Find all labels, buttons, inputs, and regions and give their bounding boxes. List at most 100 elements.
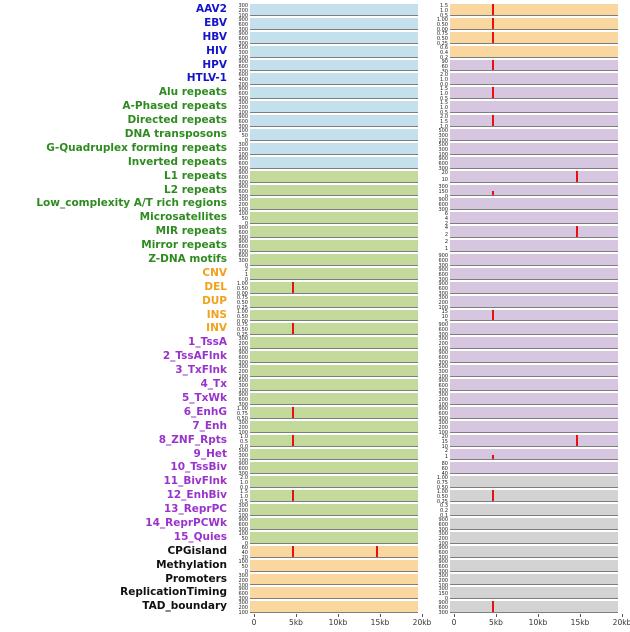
y-tick-label: 600 [438,410,448,417]
x-tick-mark [580,614,581,618]
red-marker [576,170,578,182]
y-tick-label: 600 [438,383,448,390]
right-density-panel [450,517,618,530]
y-tick-label: 100 [438,346,448,351]
y-tick-label: 20 [441,169,448,176]
right-y-axis-ticks: 1.00 0.50 0.00 [432,17,450,30]
y-tick-label: 100 [238,110,248,115]
y-tick-label: 100 [438,429,448,434]
y-tick-label: 300 [438,336,448,343]
x-tick-mark [496,614,497,618]
y-tick-label: 300 [438,610,448,615]
y-tick-label: 0.2 [440,508,448,515]
red-marker [492,601,494,613]
y-tick-label: 0.4 [440,49,448,56]
y-tick-label: 100 [238,151,248,156]
y-tick-label: 150 [438,591,448,598]
right-panel-group: 300 200 100 [432,420,618,434]
track-label: Mirror repeats [141,239,227,252]
y-tick-label: 600 [238,244,248,251]
y-tick-label: 600 [438,202,448,209]
y-tick-label: 900 [238,391,248,398]
right-panel-group: 1.5 1.0 0.5 [432,86,618,100]
track-row: 10_TssBiv 900 600 300 80 60 40 [4,461,630,475]
left-density-panel [250,170,418,183]
y-tick-label: 200 [238,341,248,348]
right-panel-group: 1.00 0.50 0.00 [432,17,618,31]
right-panel-group: 900 600 300 [432,267,618,281]
track-label: 10_TssBiv [170,461,227,474]
left-panel-group: 300 200 100 [232,420,418,434]
red-marker [292,434,294,446]
left-y-axis-ticks: 100 50 0 [232,531,250,544]
track-row: 3_TxFlnk 300 200 100 500 300 100 [4,364,630,378]
y-tick-label: 900 [438,280,448,287]
right-panel-group: 900 600 300 [432,559,618,573]
y-tick-label: 0 [244,276,248,281]
right-y-axis-ticks: 900 600 300 [432,322,450,336]
right-density-panel [450,129,618,141]
y-tick-label: 100 [238,610,248,615]
red-marker [492,309,494,321]
track-label: 9_Het [193,447,227,460]
right-y-axis-ticks: 900 600 300 [432,600,450,614]
right-y-axis-ticks: 1.5 1.0 0.5 [432,100,450,114]
track-row: Low_complexity A/T rich regions 300 200 10… [4,197,630,211]
left-y-axis-ticks: 300 200 100 [232,503,250,517]
y-tick-label: 500 [438,364,448,371]
y-tick-label: 10 [441,443,448,448]
left-panel-group: 600 400 200 [232,72,418,86]
track-label: L1 repeats [164,169,227,182]
left-y-axis-ticks: 900 600 300 [232,170,250,183]
right-y-axis-ticks: 20 10 [432,170,450,184]
track-row: Alu repeats 900 600 300 1.5 1.0 0.5 [4,86,630,100]
track-label: 6_EnhG [183,405,227,418]
y-tick-label: 300 [438,263,448,267]
y-tick-label: 200 [438,577,448,584]
red-marker [292,545,294,557]
right-y-axis-ticks: 500 300 100 [432,364,450,378]
track-label: CNV [202,266,227,279]
left-y-axis-ticks: 100 50 0 [232,128,250,142]
y-tick-label: 100 [238,388,248,392]
y-tick-label: 600 [438,327,448,334]
y-tick-label: 600 [238,466,248,473]
y-tick-label: 1.0 [440,77,448,84]
y-tick-label: 40 [241,549,248,556]
left-density-panel [250,392,418,405]
y-tick-label: 900 [438,516,448,523]
x-tick-label: 20kb [412,618,432,628]
y-tick-label: 300 [238,26,248,31]
y-tick-label: 300 [238,364,248,371]
right-panel-group: 0.6 0.4 0.2 [432,45,618,59]
y-tick-label: 4 [444,216,448,223]
red-marker [492,31,494,43]
y-tick-label: 0.3 [440,503,448,510]
red-marker [376,545,378,557]
right-density-panel [450,281,618,294]
left-y-axis-ticks: 1.00 0.75 0.50 [232,406,250,419]
y-tick-label: 200 [438,396,448,403]
y-tick-label: 0.5 [440,110,448,115]
left-density-panel [250,587,418,600]
red-marker [292,281,294,293]
y-tick-label: 300 [438,415,448,420]
y-tick-label: 200 [438,341,448,348]
y-tick-label: 300 [438,290,448,295]
y-tick-label: 15 [441,438,448,445]
left-density-panel [250,420,418,433]
left-density-panel [250,142,418,155]
left-panel-group: 900 600 300 [232,170,418,184]
track-label: 14_ReprPCWk [145,516,227,529]
y-tick-label: 600 [238,91,248,98]
right-density-panel [450,504,618,516]
left-panel-group: 300 200 100 [232,600,418,614]
left-panel-group: 900 600 300 [232,392,418,406]
x-tick-label: 10kb [328,618,348,628]
y-tick-label: 1.0 [240,480,248,487]
right-density-panel [450,309,618,322]
